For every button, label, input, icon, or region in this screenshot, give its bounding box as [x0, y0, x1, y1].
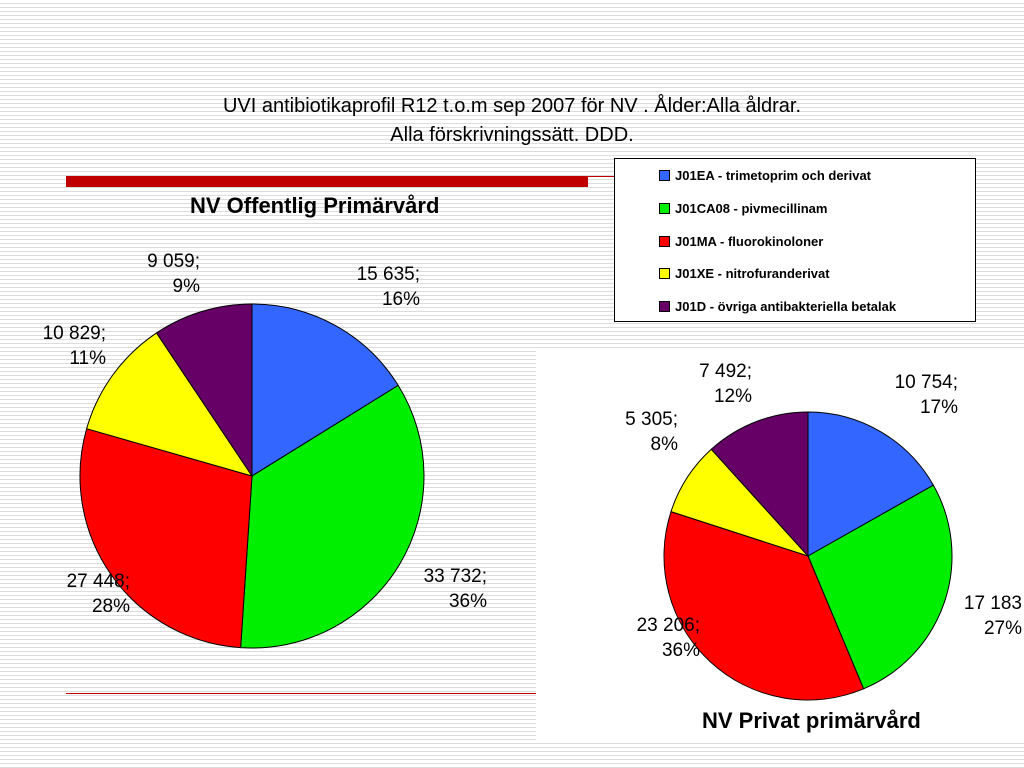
data-label-value: 10 754;: [895, 372, 958, 393]
legend-label: J01MA - fluorokinoloner: [675, 234, 824, 249]
data-label: 9 059; 9%: [147, 251, 200, 297]
legend-label: J01XE - nitrofuranderivat: [675, 266, 830, 281]
pie-slice: [663, 510, 865, 701]
legend-item: J01D - övriga antibakteriella betalak: [659, 299, 896, 314]
data-label-percent: 9%: [173, 276, 201, 297]
legend-label: J01CA08 - pivmecillinam: [675, 201, 828, 216]
data-label-percent: 16%: [382, 289, 420, 310]
data-label-percent: 11%: [69, 348, 106, 369]
legend-label: J01EA - trimetoprim och derivat: [675, 168, 872, 183]
data-label-value: 10 829;: [43, 323, 106, 344]
legend-item: J01EA - trimetoprim och derivat: [659, 168, 871, 183]
pie-slice: [710, 411, 809, 558]
pie-slice: [251, 303, 399, 477]
data-label-value: 23 206;: [637, 615, 700, 636]
data-label-percent: 12%: [714, 386, 752, 407]
legend-swatch: [659, 268, 670, 279]
chart-title-private: NV Privat primärvård: [700, 708, 923, 734]
data-label: 23 206; 36%: [637, 615, 701, 661]
legend: J01EA - trimetoprim och derivat J01CA08 …: [614, 158, 976, 322]
slide-title-line-2: Alla förskrivningssätt. DDD.: [390, 124, 634, 146]
data-label: 15 635; 16%: [357, 264, 421, 310]
slide-title-line-1: UVI antibiotikaprofil R12 t.o.m sep 2007…: [222, 95, 802, 117]
data-label-value: 27 448;: [67, 571, 130, 592]
legend-swatch: [659, 203, 670, 214]
data-label-percent: 27%: [984, 618, 1022, 639]
pie-slice: [240, 384, 425, 649]
pie-slice: [79, 428, 253, 649]
data-label-percent: 8%: [651, 434, 679, 455]
data-label-value: 33 732;: [424, 566, 487, 587]
data-label-value: 5 305;: [625, 409, 678, 430]
red-divider-bar: [66, 176, 588, 187]
data-label: 33 732; 36%: [424, 566, 488, 612]
pie-slice: [807, 411, 935, 557]
data-label-percent: 28%: [92, 596, 130, 617]
legend-swatch: [659, 170, 670, 181]
legend-item: J01XE - nitrofuranderivat: [659, 266, 830, 281]
data-label-value: 9 059;: [147, 251, 200, 272]
pie-slice: [86, 332, 254, 477]
legend-item: J01CA08 - pivmecillinam: [659, 201, 827, 216]
legend-swatch: [659, 301, 670, 312]
legend-label: J01D - övriga antibakteriella betalak: [675, 299, 897, 314]
data-label: 7 492; 12%: [699, 361, 752, 407]
legend-swatch: [659, 236, 670, 247]
legend-item: J01MA - fluorokinoloner: [659, 234, 823, 249]
data-label: 10 754; 17%: [895, 372, 959, 418]
data-label-percent: 36%: [449, 591, 487, 612]
chart-title-public: NV Offentlig Primärvård: [190, 193, 440, 218]
data-label: 27 448; 28%: [67, 571, 131, 617]
data-label-value: 7 492;: [699, 361, 752, 382]
data-label-value: 17 183: [964, 593, 1022, 614]
data-label: 5 305; 8%: [625, 409, 678, 455]
data-label: 10 829; 11%: [43, 323, 107, 369]
data-label-value: 15 635;: [357, 264, 420, 285]
data-label-percent: 17%: [920, 397, 958, 418]
red-divider-thin: [588, 176, 618, 177]
red-divider-bottom: [66, 693, 536, 694]
pie-slice: [155, 303, 253, 478]
data-label-percent: 36%: [662, 640, 700, 661]
data-label: 17 183 27%: [964, 593, 1022, 639]
pie-slice: [807, 484, 953, 690]
